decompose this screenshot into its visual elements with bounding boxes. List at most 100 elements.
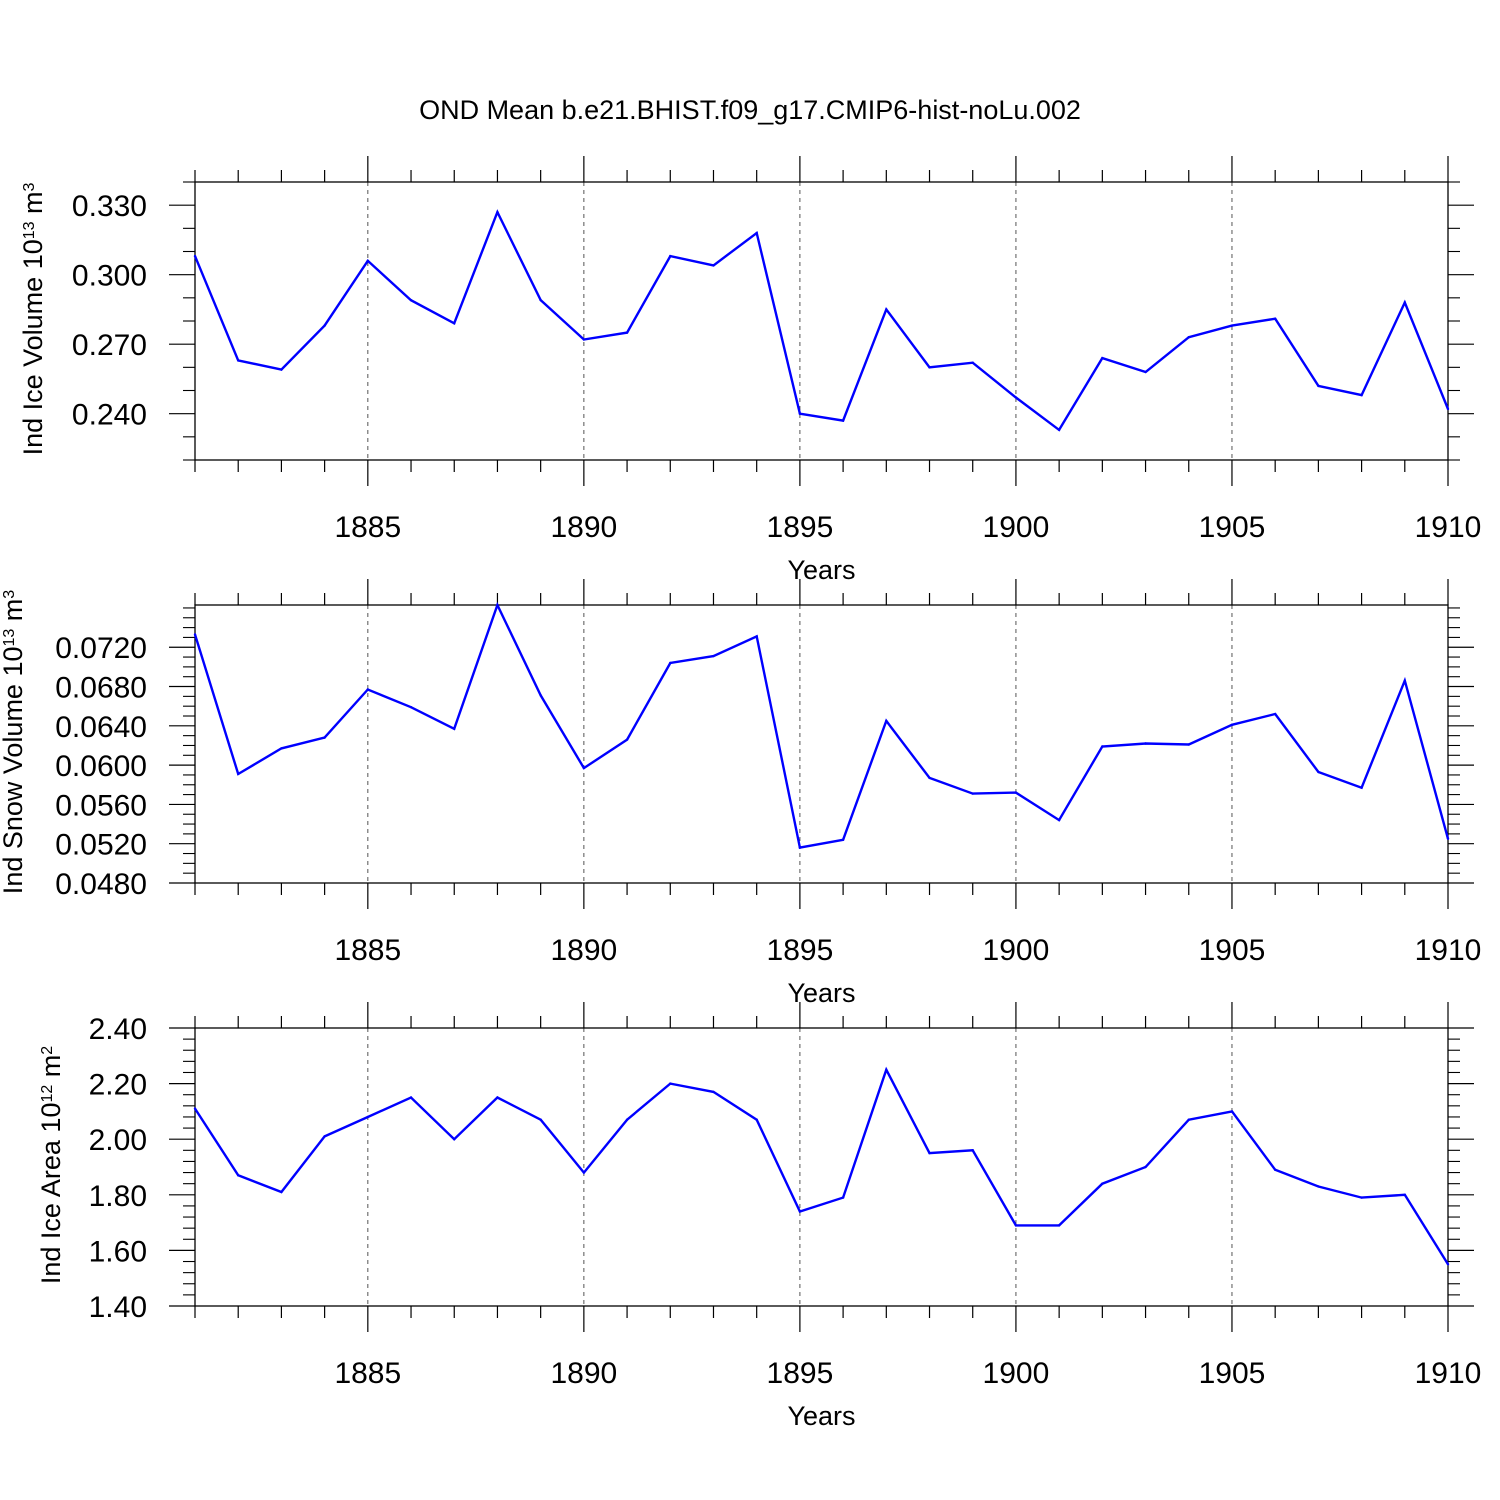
- data-point: [1230, 723, 1234, 727]
- data-point: [1403, 1193, 1406, 1197]
- y-axis-title-text: m: [18, 191, 48, 221]
- data-point: [669, 661, 672, 665]
- data-point: [323, 324, 326, 327]
- data-point: [669, 1082, 672, 1085]
- data-point: [928, 776, 931, 780]
- data-point: [1014, 1224, 1018, 1227]
- data-point: [928, 1151, 931, 1155]
- data-point: [323, 1135, 326, 1138]
- plot-frame: [194, 1027, 1449, 1307]
- x-tick-label: 1895: [767, 934, 834, 967]
- data-point: [1014, 791, 1018, 794]
- data-point: [1403, 301, 1406, 304]
- data-point: [971, 361, 974, 364]
- data-point: [885, 308, 888, 311]
- panel-3: 1885 1890 1895 1900 1905 1910 Years 1.40 1.60 1.8…: [36, 1002, 1481, 1431]
- data-point: [280, 1190, 283, 1194]
- data-point: [1144, 1165, 1147, 1169]
- y-tick-label: 2.40: [89, 1013, 147, 1046]
- x-tick-label: 1900: [983, 1357, 1050, 1390]
- data-point: [496, 1096, 499, 1099]
- data-point: [539, 298, 542, 302]
- main-title: OND Mean b.e21.BHIST.f09_g17.CMIP6-hist-…: [419, 95, 1081, 125]
- data-point: [712, 654, 715, 658]
- data-point: [582, 1171, 586, 1174]
- data-point: [625, 738, 629, 741]
- data-point: [669, 254, 672, 258]
- data-point: [496, 210, 499, 214]
- data-point: [1187, 1118, 1190, 1121]
- data-point: [1101, 1182, 1104, 1185]
- data-point: [539, 694, 542, 697]
- data-point: [366, 1115, 370, 1119]
- data-point: [1101, 356, 1104, 360]
- x-tick-label: 1900: [983, 934, 1050, 967]
- x-tick-label: 1885: [334, 1357, 401, 1390]
- data-point: [1144, 742, 1147, 745]
- y-tick-label: 0.270: [72, 329, 147, 362]
- y-axis-title-text: m: [0, 599, 28, 629]
- data-point: [1187, 336, 1190, 339]
- y-tick-label: 0.330: [72, 190, 147, 223]
- y-axis-title-text: Ind Ice Area 10: [36, 1103, 66, 1285]
- data-point: [582, 338, 586, 341]
- data-point: [539, 1118, 542, 1121]
- data-point: [193, 1107, 197, 1110]
- data-point: [1317, 384, 1320, 388]
- data-point: [1317, 1185, 1320, 1188]
- y-tick-label: 1.40: [89, 1291, 147, 1324]
- data-point: [1317, 770, 1320, 774]
- y-tick-label: 0.300: [72, 260, 147, 293]
- y-axis-title-superscript: 12: [39, 1085, 56, 1103]
- data-point: [453, 1138, 456, 1141]
- y-axis-title-text: Ind Snow Volume 10: [0, 647, 28, 895]
- y-axis-title: Ind Ice Area 1012 m2: [36, 1046, 66, 1284]
- data-point: [1014, 396, 1018, 399]
- y-axis-title-superscript: 3: [21, 182, 38, 191]
- data-point: [1057, 1224, 1061, 1227]
- x-axis-title: Years: [787, 978, 855, 1008]
- data-point: [755, 231, 758, 235]
- y-tick-label: 0.0720: [55, 632, 147, 665]
- y-tick-label: 1.80: [89, 1180, 147, 1213]
- x-tick-label: 1905: [1199, 1357, 1266, 1390]
- data-point: [237, 1174, 240, 1177]
- y-tick-label: 0.0640: [55, 711, 147, 744]
- series-line: [193, 1066, 1450, 1265]
- x-tick-label: 1895: [767, 511, 834, 544]
- data-point: [625, 331, 629, 334]
- data-point: [1187, 743, 1190, 746]
- data-point: [582, 766, 586, 770]
- data-point: [1144, 370, 1147, 374]
- x-tick-label: 1910: [1415, 1357, 1482, 1390]
- data-point: [237, 772, 240, 776]
- data-point: [366, 688, 370, 691]
- data-point: [1360, 393, 1363, 397]
- data-point: [409, 705, 413, 709]
- y-axis-title-text: Ind Ice Volume 10: [18, 239, 48, 455]
- data-point: [193, 254, 197, 258]
- y-tick-label: 2.00: [89, 1124, 147, 1157]
- data-point: [625, 1118, 629, 1121]
- x-tick-label: 1900: [983, 511, 1050, 544]
- data-point: [1273, 1168, 1277, 1171]
- x-axis-title: Years: [787, 1401, 855, 1431]
- data-point: [1446, 407, 1450, 411]
- x-tick-label: 1905: [1199, 511, 1266, 544]
- data-point: [453, 322, 456, 325]
- panels: 1885 1890 1895 1900 1905 1910 Years 0.240 0.270 0…: [0, 156, 1481, 1431]
- data-point: [1273, 712, 1277, 716]
- data-point: [885, 719, 888, 723]
- data-point: [798, 412, 802, 415]
- data-point: [1057, 428, 1061, 432]
- data-point: [971, 792, 974, 795]
- y-tick-label: 0.0600: [55, 750, 147, 783]
- data-point: [1230, 324, 1234, 327]
- x-tick-label: 1885: [334, 934, 401, 967]
- data-point: [885, 1068, 888, 1071]
- y-tick-label: 1.60: [89, 1235, 147, 1268]
- y-axis-title-superscript: 3: [1, 590, 18, 599]
- data-point: [1273, 317, 1277, 320]
- data-point: [280, 368, 283, 371]
